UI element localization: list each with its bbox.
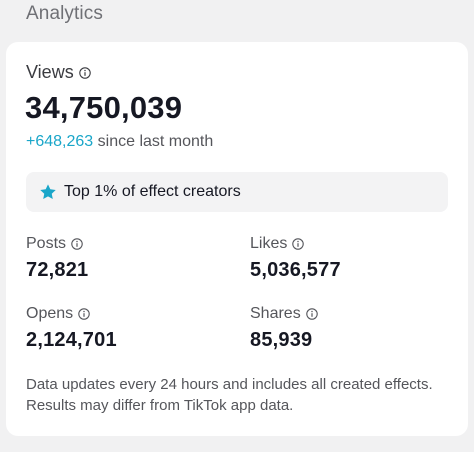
stat-shares-label: Shares [250, 305, 301, 322]
stat-opens: Opens 2,124,701 [26, 305, 117, 352]
stat-posts-label: Posts [26, 235, 67, 252]
views-value: 34,750,039 [25, 90, 183, 125]
ranking-badge: Top 1% of effect creators [26, 172, 448, 212]
stat-likes-header: Likes [250, 235, 341, 253]
stat-shares: Shares 85,939 [250, 305, 318, 352]
star-icon [40, 184, 56, 200]
badge-text: Top 1% of effect creators [64, 183, 241, 200]
stat-likes: Likes 5,036,577 [250, 235, 341, 282]
info-icon[interactable] [78, 308, 90, 320]
section-title: Analytics [26, 3, 103, 24]
info-icon[interactable] [305, 308, 318, 320]
stat-likes-label: Likes [250, 235, 288, 252]
views-delta-row: +648,263 since last month [26, 133, 213, 151]
analytics-card: Views 34,750,039 +648,263 since last mon… [6, 42, 468, 436]
stat-shares-value: 85,939 [250, 329, 313, 351]
views-header: Views [26, 62, 91, 83]
stat-opens-label: Opens [26, 305, 74, 322]
stat-shares-header: Shares [250, 305, 318, 323]
views-delta-value: +648,263 [26, 133, 94, 150]
stat-posts: Posts 72,821 [26, 235, 88, 282]
info-icon[interactable] [71, 238, 83, 250]
stat-posts-value: 72,821 [26, 259, 89, 281]
views-label: Views [26, 62, 74, 82]
info-icon[interactable] [292, 238, 305, 250]
info-icon[interactable] [78, 66, 91, 79]
stat-opens-value: 2,124,701 [26, 329, 117, 351]
views-delta-suffix: since last month [97, 133, 214, 150]
stat-likes-value: 5,036,577 [250, 259, 341, 281]
stat-opens-header: Opens [26, 305, 117, 323]
stat-posts-header: Posts [26, 235, 88, 253]
data-update-note: Data updates every 24 hours and includes… [26, 376, 433, 414]
